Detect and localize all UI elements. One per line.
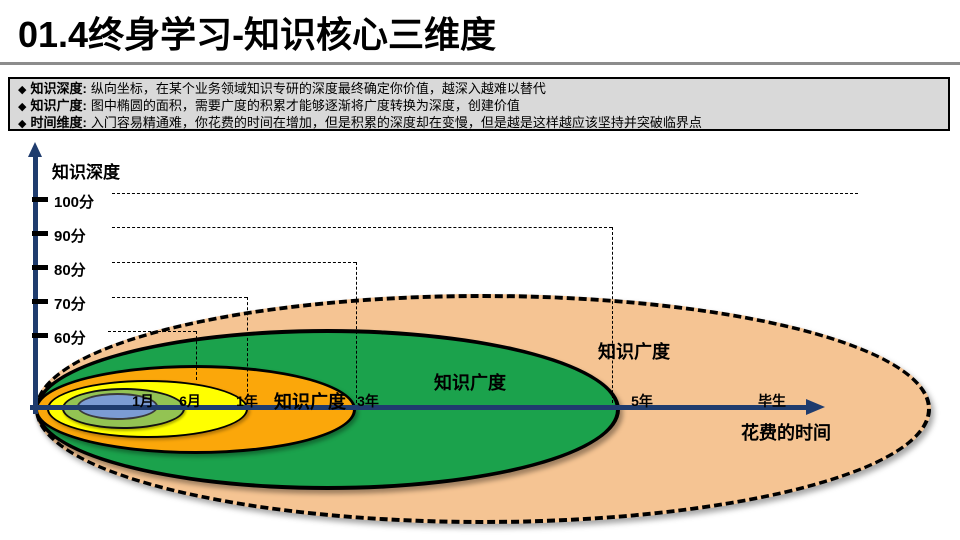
info-item-time: ◆ 时间维度: 入门容易精通难，你花费的时间在增加，但是积累的深度却在变慢，但是越是… <box>18 115 940 132</box>
x-tick-label: 1月 <box>132 393 154 409</box>
x-axis-line <box>30 405 808 410</box>
diamond-bullet-icon: ◆ <box>18 101 27 113</box>
guide-line-80 <box>112 262 356 263</box>
info-item-label: 知识深度: <box>30 81 87 96</box>
title-divider <box>0 62 960 65</box>
info-item-label: 知识广度: <box>30 98 87 113</box>
x-tick-label: 6月 <box>179 393 201 409</box>
guide-line-70 <box>112 297 247 298</box>
y-tick <box>32 265 48 270</box>
guide-drop-3-years <box>356 262 357 403</box>
y-axis-title: 知识深度 <box>52 163 120 182</box>
x-axis-arrow-icon <box>806 399 825 415</box>
y-tick <box>32 231 48 236</box>
info-item-text: 入门容易精通难，你花费的时间在增加，但是积累的深度却在变慢，但是越是这样越应该坚… <box>90 115 702 130</box>
x-tick-label: 毕生 <box>758 393 786 409</box>
x-tick-label: 1年 <box>236 393 258 409</box>
y-axis-arrow-icon <box>28 142 42 157</box>
guide-line-90 <box>112 227 612 228</box>
y-tick-label: 70分 <box>54 296 86 313</box>
page-title: 01.4终身学习-知识核心三维度 <box>18 14 497 55</box>
y-tick-label: 60分 <box>54 330 86 347</box>
info-item-text: 纵向坐标，在某个业务领域知识专研的深度最终确定你价值，越深入越难以替代 <box>90 81 546 96</box>
info-box: ◆ 知识深度: 纵向坐标，在某个业务领域知识专研的深度最终确定你价值，越深入越难以替… <box>8 77 950 131</box>
info-item-breadth: ◆ 知识广度: 图中椭圆的面积，需要广度的积累才能够逐渐将广度转换为深度，创建价值 <box>18 98 940 115</box>
info-item-label: 时间维度: <box>30 115 87 130</box>
y-tick-label: 100分 <box>54 194 95 211</box>
breadth-label-peach: 知识广度 <box>598 342 670 362</box>
guide-drop-6-months <box>196 331 197 380</box>
breadth-label-orange: 知识广度 <box>274 392 346 412</box>
guide-line-100 <box>112 193 858 194</box>
y-tick-label: 80分 <box>54 262 86 279</box>
y-tick <box>32 299 48 304</box>
guide-drop-1-year <box>247 297 248 397</box>
info-item-depth: ◆ 知识深度: 纵向坐标，在某个业务领域知识专研的深度最终确定你价值，越深入越难以替… <box>18 81 940 98</box>
y-tick <box>32 333 48 338</box>
info-item-text: 图中椭圆的面积，需要广度的积累才能够逐渐将广度转换为深度，创建价值 <box>90 98 520 113</box>
guide-drop-5-years <box>612 227 613 403</box>
diamond-bullet-icon: ◆ <box>18 84 27 96</box>
x-tick-label: 5年 <box>631 393 653 409</box>
y-axis-line <box>33 156 38 414</box>
x-tick-label: 3年 <box>357 393 379 409</box>
breadth-label-green: 知识广度 <box>434 373 506 393</box>
y-tick <box>32 197 48 202</box>
guide-line-60 <box>108 331 196 332</box>
diamond-bullet-icon: ◆ <box>18 118 27 130</box>
x-axis-title: 花费的时间 <box>741 423 831 443</box>
y-tick-label: 90分 <box>54 228 86 245</box>
